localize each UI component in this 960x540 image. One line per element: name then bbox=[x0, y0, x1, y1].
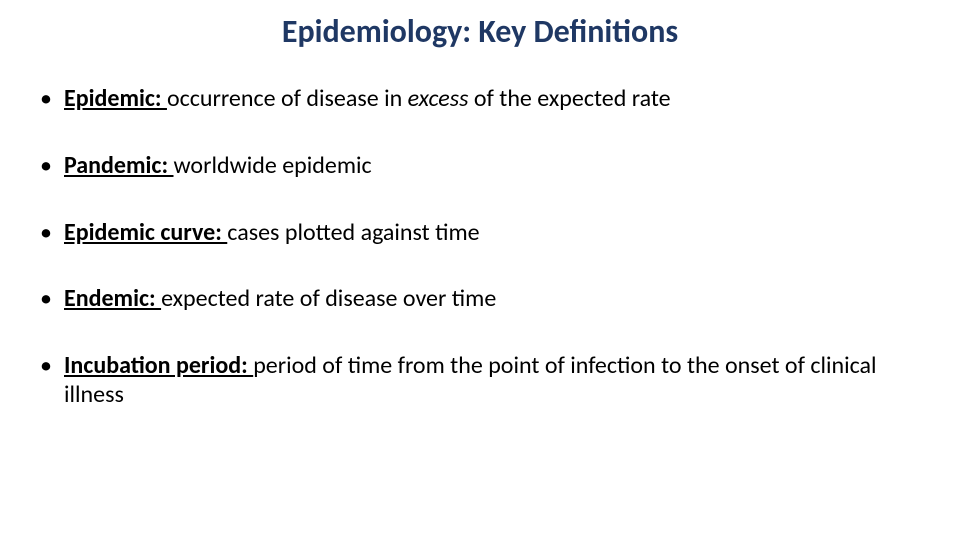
list-item: • Endemic: expected rate of disease over… bbox=[40, 285, 906, 314]
list-item: • Epidemic: occurrence of disease in exc… bbox=[40, 85, 906, 114]
list-item: • Incubation period: period of time from… bbox=[40, 352, 906, 410]
bullet-icon: • bbox=[40, 152, 52, 181]
slide: Epidemiology: Key Definitions • Epidemic… bbox=[0, 0, 960, 540]
definition-text: cases plotted against time bbox=[227, 218, 479, 247]
list-item: • Pandemic: worldwide epidemic bbox=[40, 152, 906, 181]
slide-title: Epidemiology: Key Definitions bbox=[34, 12, 926, 51]
term-label: Incubation period: bbox=[64, 351, 253, 380]
bullet-icon: • bbox=[40, 352, 52, 381]
bullet-icon: • bbox=[40, 285, 52, 314]
bullet-icon: • bbox=[40, 219, 52, 248]
definition-emphasis: excess bbox=[408, 84, 469, 113]
term-label: Pandemic: bbox=[64, 151, 174, 180]
list-item: • Epidemic curve: cases plotted against … bbox=[40, 219, 906, 248]
definition-text: of the expected rate bbox=[468, 84, 670, 113]
definitions-list: • Epidemic: occurrence of disease in exc… bbox=[34, 85, 926, 410]
term-label: Epidemic curve: bbox=[64, 218, 227, 247]
definition-text: worldwide epidemic bbox=[174, 151, 372, 180]
definition-text: occurrence of disease in bbox=[167, 84, 408, 113]
definition-text: expected rate of disease over time bbox=[161, 284, 496, 313]
bullet-icon: • bbox=[40, 85, 52, 114]
term-label: Endemic: bbox=[64, 284, 161, 313]
term-label: Epidemic: bbox=[64, 84, 167, 113]
